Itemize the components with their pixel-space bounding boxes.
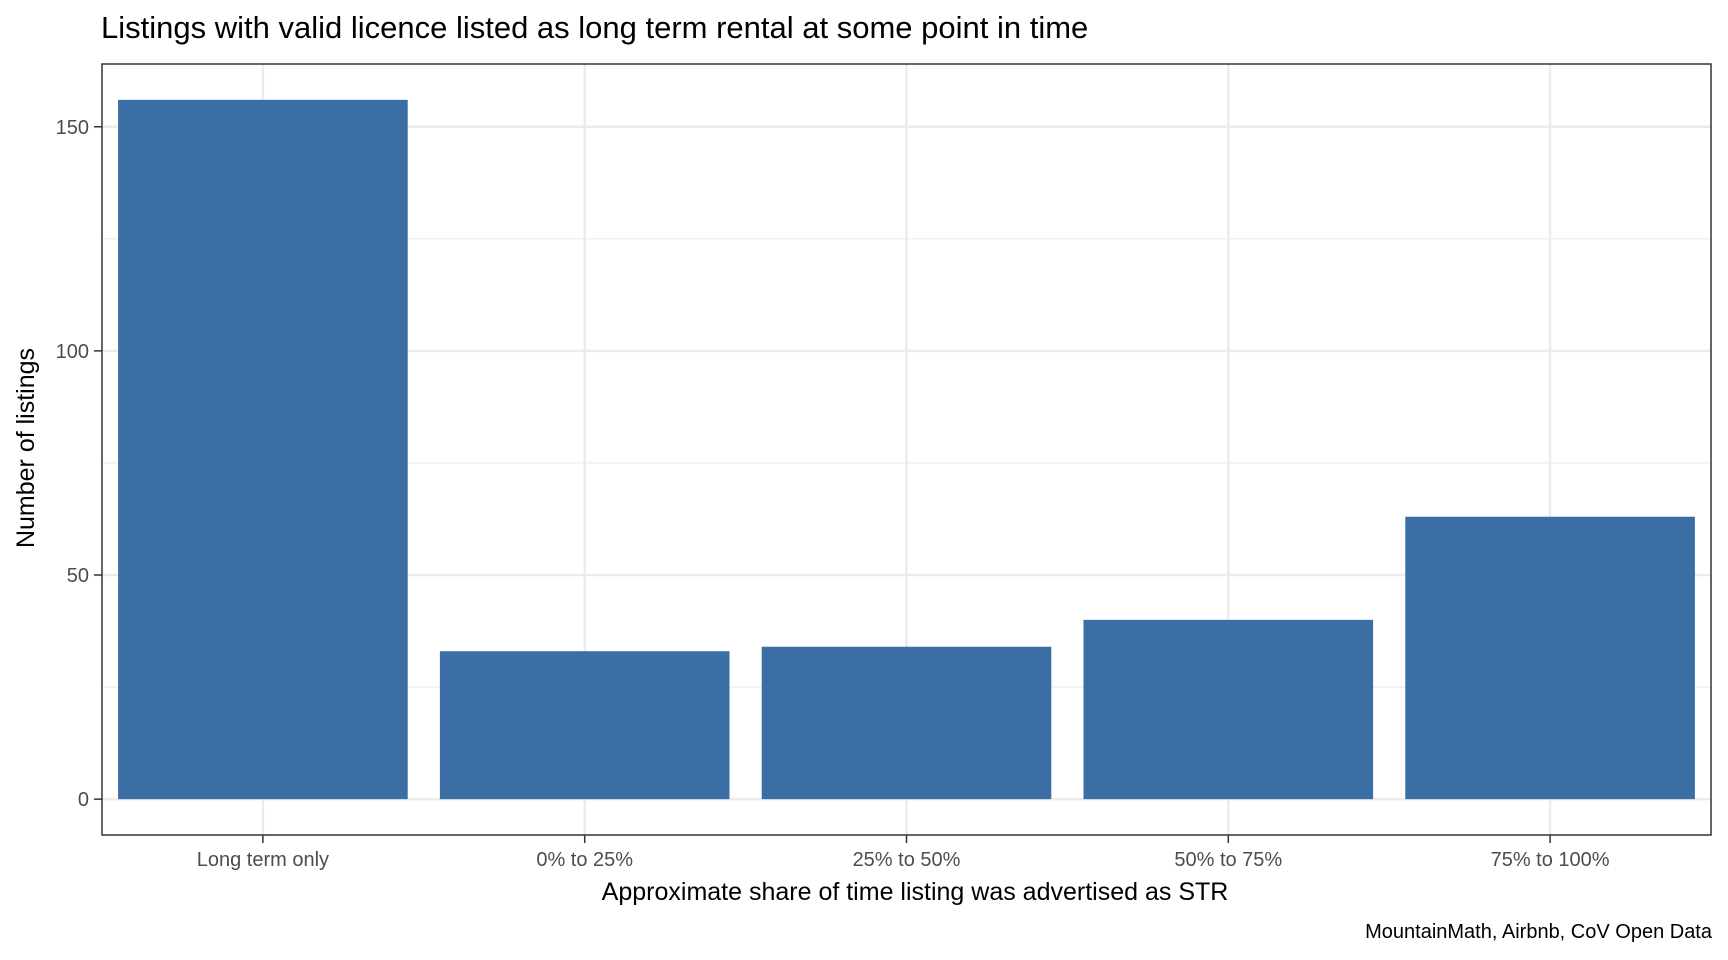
y-tick-label: 150 — [56, 117, 89, 139]
x-axis-title: Approximate share of time listing was ad… — [602, 878, 1229, 906]
x-axis: Long term only 0% to 25% 25% to 50% 50% to … — [197, 835, 1610, 871]
chart-title: Listings with valid licence listed as lo… — [101, 10, 1088, 45]
x-tick-label: Long term only — [197, 849, 329, 871]
bar — [439, 651, 730, 800]
chart-caption: MountainMath, Airbnb, CoV Open Data — [1365, 921, 1713, 943]
x-tick-label: 75% to 100% — [1491, 849, 1610, 871]
bars — [118, 99, 1695, 800]
y-axis: 0 50 100 150 — [56, 117, 102, 811]
x-tick-label: 50% to 75% — [1174, 849, 1282, 871]
bar — [761, 646, 1052, 800]
y-tick-label: 0 — [78, 789, 89, 811]
bar — [118, 99, 408, 800]
y-tick-label: 50 — [67, 565, 89, 587]
y-axis-title: Number of listings — [12, 348, 40, 548]
bar — [1083, 619, 1374, 800]
x-tick-label: 0% to 25% — [536, 849, 633, 871]
y-tick-label: 100 — [56, 341, 89, 363]
x-tick-label: 25% to 50% — [853, 849, 961, 871]
bar — [1405, 516, 1695, 800]
